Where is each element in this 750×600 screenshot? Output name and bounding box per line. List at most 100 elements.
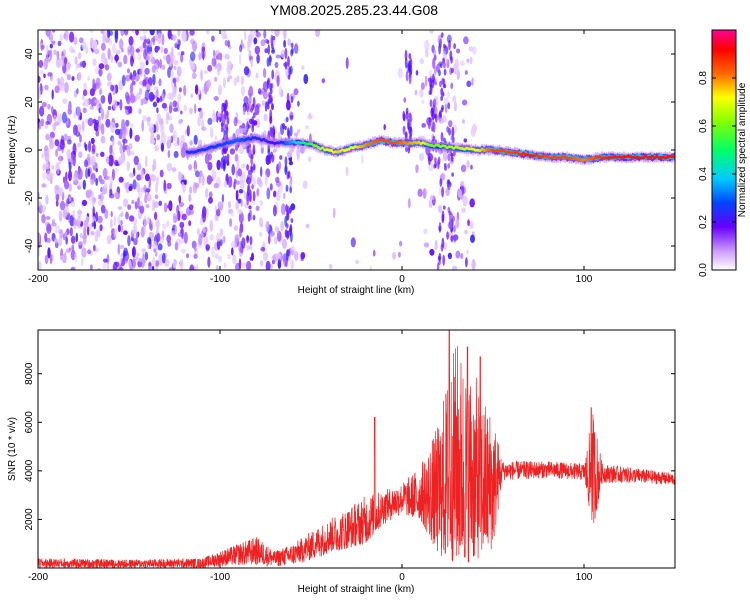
noise-blob — [239, 53, 242, 65]
noise-blob — [88, 140, 92, 153]
streak-blob — [247, 212, 251, 222]
noise-blob — [54, 184, 59, 196]
colorbar-tick-label: 0.4 — [698, 167, 709, 181]
noise-blob — [186, 253, 189, 259]
noise-blob — [84, 143, 88, 151]
ridge-blob — [639, 156, 644, 160]
noise-blob — [130, 123, 134, 130]
noise-blob — [146, 116, 151, 122]
noise-blob — [41, 153, 44, 159]
streak-blob — [223, 159, 226, 171]
noise-blob — [46, 170, 51, 182]
ridge-blob — [528, 154, 532, 158]
noise-blob — [193, 245, 197, 252]
noise-blob — [191, 72, 197, 80]
noise-blob — [145, 60, 149, 66]
noise-blob — [227, 176, 233, 188]
noise-blob — [155, 219, 160, 229]
noise-blob — [95, 177, 99, 186]
noise-blob — [91, 143, 96, 153]
streak-blob — [438, 69, 441, 77]
noise-blob — [456, 48, 461, 54]
streak-blob — [432, 57, 436, 69]
noise-blob — [161, 33, 165, 46]
noise-blob — [469, 198, 476, 208]
streak-blob — [289, 223, 293, 233]
y-tick-label: -40 — [24, 238, 35, 253]
snr-series-line — [38, 330, 675, 568]
noise-blob — [102, 167, 108, 178]
noise-blob — [470, 234, 475, 243]
noise-blob — [131, 199, 135, 205]
noise-blob — [256, 54, 260, 64]
noise-blob — [259, 259, 264, 267]
noise-blob — [238, 258, 242, 270]
noise-blob — [129, 172, 135, 178]
noise-blob — [182, 32, 187, 43]
noise-blob — [169, 123, 174, 133]
noise-blob — [100, 30, 105, 34]
noise-blob — [283, 192, 286, 200]
noise-blob — [434, 239, 438, 251]
noise-blob — [62, 98, 68, 105]
noise-blob — [87, 168, 91, 178]
noise-blob — [166, 111, 170, 119]
noise-blob — [423, 242, 430, 248]
noise-blob — [53, 49, 57, 56]
noise-blob — [321, 78, 326, 84]
noise-blob — [308, 156, 312, 163]
noise-blob — [287, 38, 291, 46]
noise-blob — [438, 186, 442, 196]
y-tick-label: 20 — [24, 96, 35, 108]
noise-blob — [139, 87, 143, 96]
noise-blob — [134, 201, 138, 210]
noise-blob — [172, 100, 177, 108]
noise-blob — [98, 68, 103, 77]
noise-blob — [207, 117, 213, 125]
noise-blob — [205, 79, 212, 89]
noise-blob — [128, 36, 134, 46]
noise-blob — [136, 174, 142, 181]
noise-blob — [289, 179, 293, 188]
noise-blob — [143, 215, 147, 227]
noise-blob — [278, 161, 282, 170]
streak-blob — [442, 205, 446, 210]
noise-blob — [63, 57, 68, 65]
noise-blob — [173, 60, 179, 65]
noise-blob — [276, 230, 282, 242]
noise-blob — [159, 95, 163, 103]
streak-blob — [286, 230, 289, 240]
streak-blob — [246, 234, 250, 244]
noise-blob — [68, 247, 72, 252]
noise-blob — [87, 76, 90, 81]
noise-blob — [235, 201, 239, 210]
noise-blob — [294, 43, 299, 54]
noise-blob — [200, 69, 203, 81]
streak-blob — [220, 157, 224, 170]
y-tick-label: 4000 — [24, 459, 35, 482]
noise-blob — [129, 72, 133, 80]
noise-blob — [146, 193, 152, 202]
noise-blob — [49, 43, 53, 49]
noise-blob — [160, 45, 164, 54]
streak-blob — [268, 153, 272, 164]
streak-blob — [290, 218, 294, 223]
noise-blob — [201, 126, 207, 131]
noise-blob — [64, 180, 70, 190]
streak-blob — [433, 114, 437, 119]
noise-blob — [217, 66, 221, 76]
noise-blob — [125, 91, 130, 101]
noise-blob — [51, 219, 56, 224]
noise-blob — [172, 77, 177, 84]
noise-blob — [258, 231, 263, 237]
noise-blob — [166, 162, 173, 172]
noise-blob — [221, 193, 225, 203]
x-tick-label: 0 — [399, 572, 405, 583]
noise-blob — [113, 261, 118, 270]
streak-blob — [226, 110, 229, 118]
noise-blob — [223, 262, 227, 269]
noise-blob — [260, 246, 266, 252]
ridge-blob — [329, 149, 333, 152]
noise-blob — [233, 77, 238, 87]
noise-blob — [70, 155, 77, 165]
